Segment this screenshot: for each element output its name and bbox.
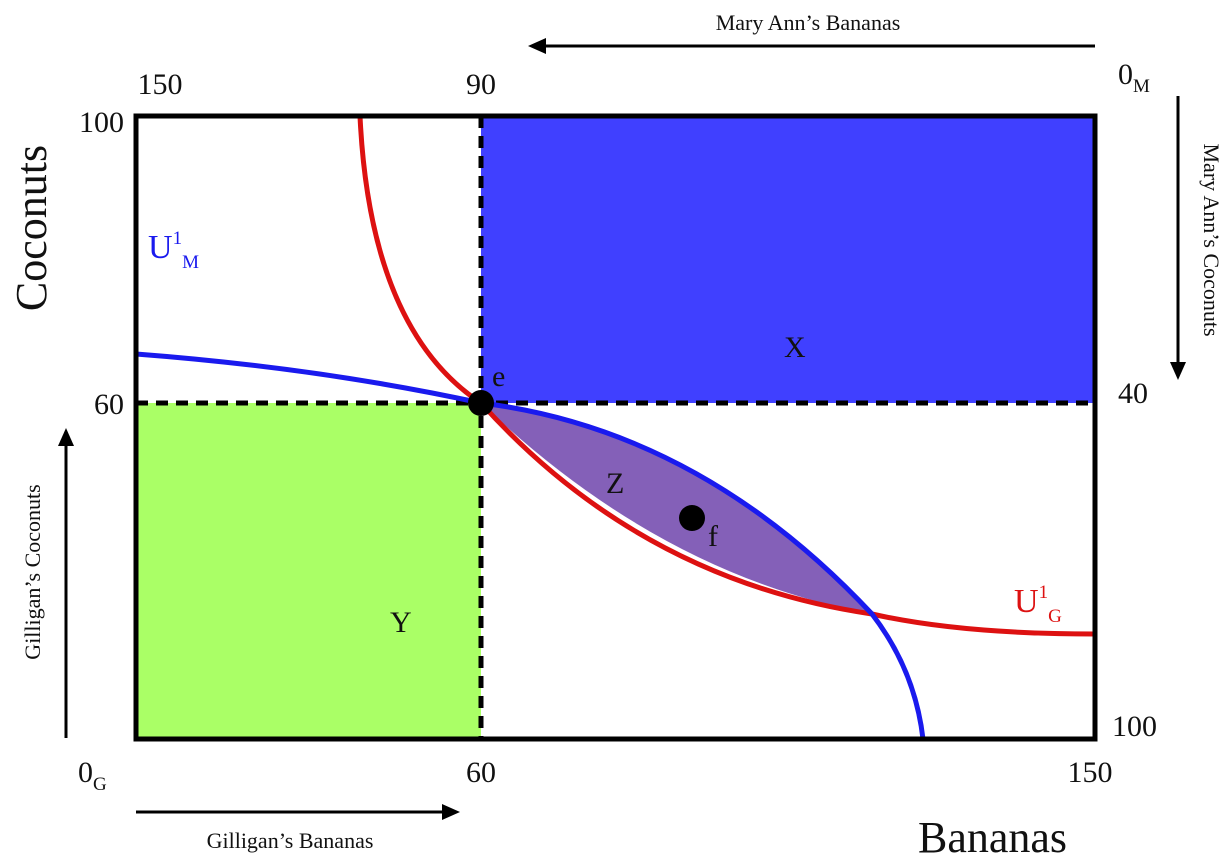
right-arrow-label: Mary Ann’s Coconuts xyxy=(1199,143,1224,336)
curve-u1-gilligan xyxy=(357,115,1096,637)
point-e-label: e xyxy=(492,360,505,393)
region-y xyxy=(136,403,481,739)
tick-top-90: 90 xyxy=(466,68,496,101)
curve-u1-maryann-label: U1M xyxy=(148,228,199,273)
tick-left-60: 60 xyxy=(94,388,124,421)
left-arrow-head xyxy=(58,428,74,446)
edgeworth-box-frame xyxy=(133,113,1098,742)
top-arrow-label: Mary Ann’s Bananas xyxy=(716,10,901,35)
right-arrow-head xyxy=(1170,362,1186,380)
curve-u1-maryann xyxy=(135,351,926,740)
region-z-label: Z xyxy=(606,467,624,500)
region-y-label: Y xyxy=(390,606,412,639)
tick-right-40: 40 xyxy=(1118,377,1148,410)
point-f xyxy=(679,505,705,531)
tick-bottom-150: 150 xyxy=(1068,756,1113,789)
tick-right-100: 100 xyxy=(1112,710,1157,743)
region-z xyxy=(481,403,872,614)
y-axis-title: Coconuts xyxy=(7,145,56,311)
tick-left-100: 100 xyxy=(79,106,124,139)
region-x xyxy=(481,116,1095,403)
point-e xyxy=(468,390,494,416)
point-f-label: f xyxy=(708,520,718,553)
tick-bottom-60: 60 xyxy=(466,756,496,789)
origin-maryann: 0M xyxy=(1118,58,1150,97)
x-axis-title: Bananas xyxy=(918,813,1067,859)
bottom-arrow-head xyxy=(442,804,460,820)
bottom-arrow-label: Gilligan’s Bananas xyxy=(207,828,374,853)
left-arrow-label: Gilligan’s Coconuts xyxy=(20,484,45,659)
top-arrow-head xyxy=(528,38,546,54)
tick-top-150: 150 xyxy=(138,68,183,101)
origin-gilligan: 0G xyxy=(78,756,107,795)
region-x-label: X xyxy=(784,331,806,364)
curve-u1-gilligan-label: U1G xyxy=(1014,582,1062,627)
